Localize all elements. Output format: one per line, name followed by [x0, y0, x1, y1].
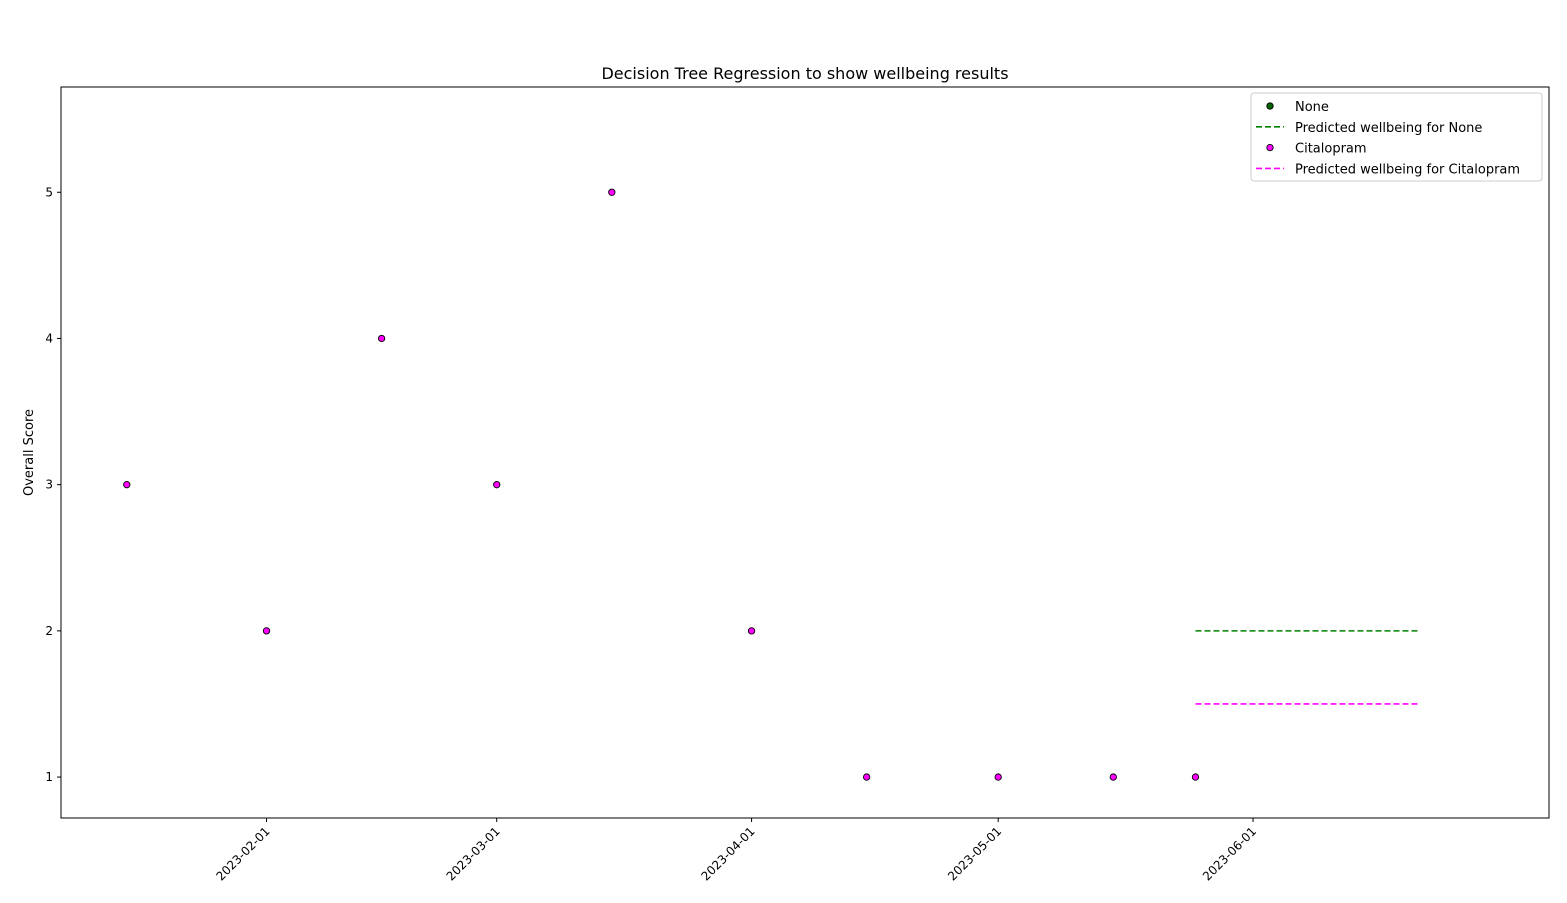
y-tick-label: 1 [45, 770, 53, 784]
data-point-citalopram [493, 481, 501, 489]
plot-frame [60, 86, 1550, 819]
legend-marker-swatch [1266, 143, 1274, 152]
plot-layer [123, 188, 1418, 781]
data-point-citalopram [1109, 773, 1117, 781]
y-axis: 1 2 3 4 5 [45, 185, 61, 784]
x-tick-label: 2023-05-01 [945, 824, 1004, 883]
y-axis-label: Overall Score [22, 409, 37, 496]
y-tick-label: 2 [45, 624, 53, 638]
data-point-citalopram [747, 627, 756, 635]
legend-label: Predicted wellbeing for None [1295, 121, 1482, 136]
data-point-citalopram [608, 188, 616, 196]
legend-label: None [1295, 100, 1329, 115]
y-tick-label: 3 [45, 478, 53, 492]
legend-box [1250, 92, 1543, 182]
data-point-citalopram [262, 627, 271, 635]
y-tick-label: 4 [45, 331, 53, 345]
x-tick-label: 2023-04-01 [698, 824, 757, 883]
data-point-citalopram [994, 773, 1002, 781]
x-tick-label: 2023-03-01 [444, 824, 503, 883]
legend: None Predicted wellbeing for None Citalopr… [1250, 92, 1543, 182]
data-point-citalopram [1191, 773, 1200, 781]
data-point-citalopram [863, 773, 871, 781]
legend-marker-swatch [1266, 102, 1274, 110]
legend-label: Citalopram [1295, 142, 1367, 157]
x-axis: 2023-02-01 2023-03-01 2023-04-01 2023-05-01… [213, 818, 1259, 883]
y-tick-label: 5 [45, 185, 53, 199]
x-tick-label: 2023-02-01 [213, 824, 272, 883]
chart-title: Decision Tree Regression to show wellbei… [601, 64, 1008, 83]
data-point-citalopram [377, 334, 386, 343]
x-tick-label: 2023-06-01 [1200, 824, 1259, 883]
data-point-citalopram [123, 481, 131, 489]
legend-label: Predicted wellbeing for Citalopram [1295, 162, 1520, 177]
